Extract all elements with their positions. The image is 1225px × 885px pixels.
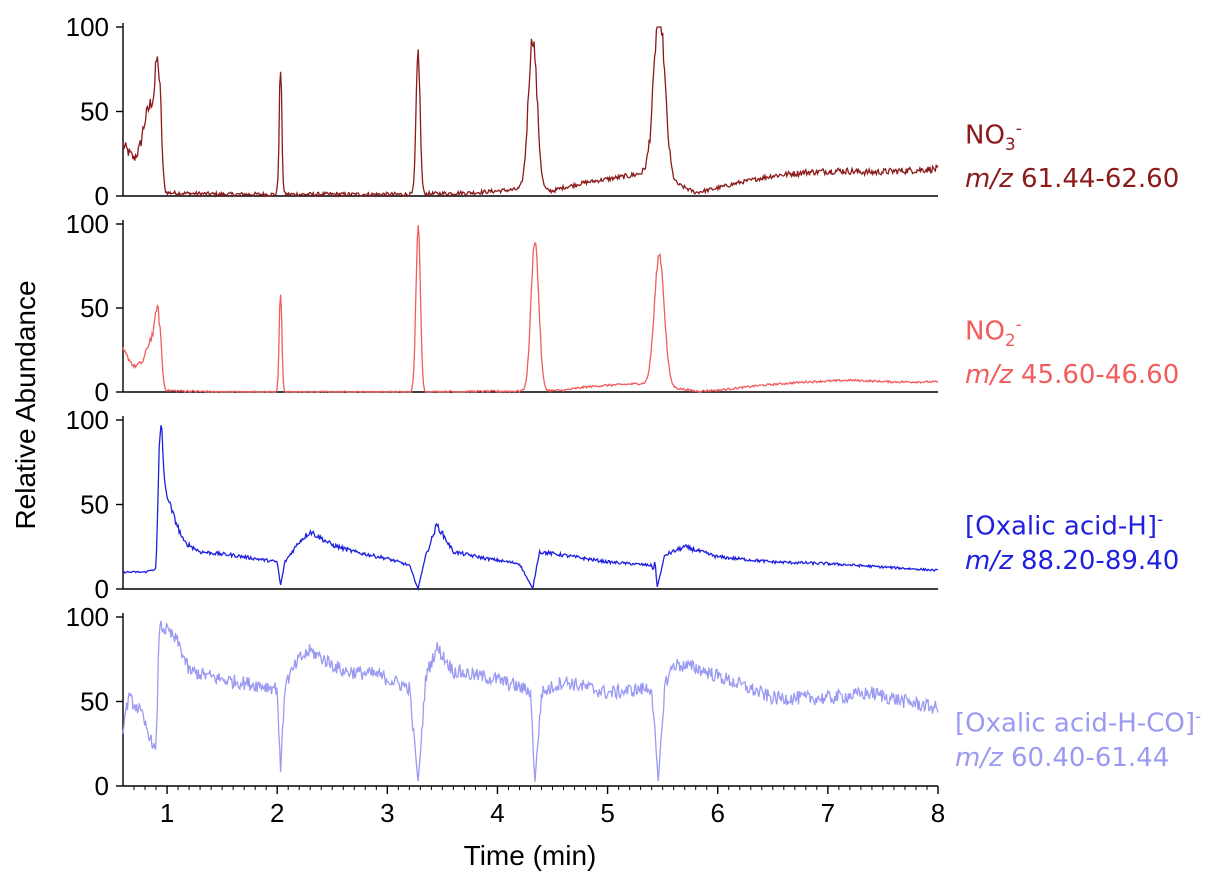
x-tick-label: 1 <box>160 798 174 828</box>
y-axis-label: Relative Abundance <box>10 280 41 530</box>
y-tick-label: 50 <box>80 293 109 323</box>
mz-prefix: m/z <box>955 742 1003 773</box>
x-tick-label: 4 <box>490 798 504 828</box>
ion-formula: [Oxalic acid-H-CO] <box>955 708 1195 739</box>
series-line <box>122 225 939 394</box>
ion-subscript: 3 <box>1004 134 1016 155</box>
x-tick-label: 7 <box>821 798 835 828</box>
ion-charge: - <box>1194 707 1202 727</box>
series-line <box>122 620 939 782</box>
ion-name: NO3- <box>965 112 1179 162</box>
series-label: NO2- m/z 45.60-46.60 <box>965 308 1179 392</box>
ion-name: [Oxalic acid-H-CO]- <box>955 700 1201 741</box>
ion-name: NO2- <box>965 308 1179 358</box>
mz-prefix: m/z <box>965 545 1013 576</box>
series-label: [Oxalic acid-H]- m/z 88.20-89.40 <box>965 503 1179 578</box>
mz-value: 60.40-61.44 <box>1002 742 1170 773</box>
mz-prefix: m/z <box>965 359 1013 390</box>
y-tick-label: 0 <box>95 771 109 801</box>
series-line <box>122 26 939 198</box>
y-tick-label: 100 <box>66 209 109 239</box>
ion-charge: - <box>1015 119 1022 139</box>
mz-prefix: m/z <box>965 163 1013 194</box>
y-tick-label: 50 <box>80 687 109 717</box>
y-tick-label: 0 <box>95 377 109 407</box>
mz-range: m/z 88.20-89.40 <box>965 544 1179 578</box>
ion-formula: NO <box>965 120 1005 151</box>
y-tick-label: 100 <box>66 12 109 42</box>
mz-value: 88.20-89.40 <box>1012 545 1180 576</box>
series-label: NO3- m/z 61.44-62.60 <box>965 112 1179 196</box>
x-tick-label: 2 <box>270 798 284 828</box>
y-tick-label: 100 <box>66 405 109 435</box>
x-tick-label: 3 <box>380 798 394 828</box>
ion-charge: - <box>1156 510 1164 530</box>
ion-charge: - <box>1015 315 1022 335</box>
y-tick-label: 50 <box>80 490 109 520</box>
x-tick-label: 6 <box>710 798 724 828</box>
ion-formula: [Oxalic acid-H] <box>965 511 1157 542</box>
x-axis-label: Time (min) <box>463 840 597 871</box>
y-tick-label: 0 <box>95 181 109 211</box>
x-tick-label: 5 <box>600 798 614 828</box>
ion-formula: NO <box>965 316 1005 347</box>
y-tick-label: 0 <box>95 574 109 604</box>
mz-range: m/z 61.44-62.60 <box>965 162 1179 196</box>
series-label: [Oxalic acid-H-CO]- m/z 60.40-61.44 <box>955 700 1201 775</box>
ion-subscript: 2 <box>1004 330 1016 351</box>
y-tick-label: 50 <box>80 97 109 127</box>
mz-value: 45.60-46.60 <box>1012 359 1180 390</box>
mz-value: 61.44-62.60 <box>1012 163 1180 194</box>
ion-name: [Oxalic acid-H]- <box>965 503 1179 544</box>
series-line <box>122 425 938 592</box>
mz-range: m/z 60.40-61.44 <box>955 741 1201 775</box>
mz-range: m/z 45.60-46.60 <box>965 358 1179 392</box>
y-tick-label: 100 <box>66 602 109 632</box>
x-tick-label: 8 <box>931 798 945 828</box>
